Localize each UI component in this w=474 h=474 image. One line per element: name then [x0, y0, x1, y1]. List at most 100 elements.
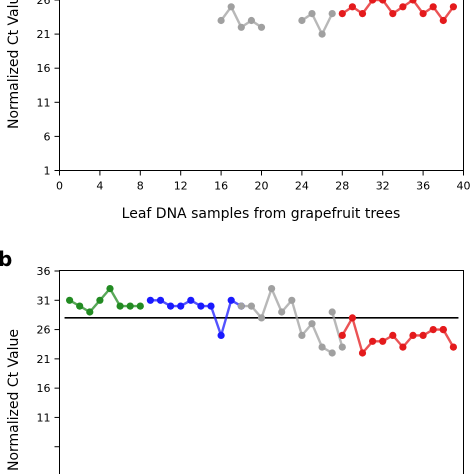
panel-b-data-point	[328, 349, 336, 357]
panel-a-data-point	[237, 23, 245, 31]
panel-b-letter: b	[0, 247, 12, 271]
panel-b-data-point	[86, 308, 94, 316]
panel-a-data-point	[429, 3, 437, 11]
panel-a-xtick-label: 4	[96, 180, 103, 193]
panel-a-ytick-label: 16	[37, 62, 51, 75]
panel-a-data-point	[308, 10, 316, 18]
panel-b-data-point	[379, 337, 387, 345]
panel-b-data-point	[66, 296, 74, 304]
panel-b-ytick-label: 36	[37, 265, 51, 278]
panel-b-data-point	[217, 331, 225, 339]
panel-a-ytick-label: 11	[37, 96, 51, 109]
panel-a-data-point	[217, 16, 225, 25]
panel-b-data-point	[156, 296, 165, 304]
panel-b-data-point	[449, 343, 457, 351]
panel-a-xtick-label: 40	[457, 180, 471, 193]
panel-b-data-point	[207, 302, 215, 310]
panel-b-data-point	[439, 326, 447, 334]
panel-a-ytick-label: 21	[37, 28, 51, 41]
panel-b-data-point	[187, 296, 195, 304]
panel-b-data-point	[409, 331, 417, 339]
panel-b-marks	[64, 285, 459, 357]
panel-b: b 11 16 21 26 31 36 Normalized Ct Value	[0, 247, 464, 474]
panel-b-data-point	[328, 308, 336, 316]
panel-a-data-point	[328, 10, 336, 18]
panel-b-data-point	[429, 326, 437, 334]
panel-b-series-line	[150, 299, 242, 337]
panel-b-data-point	[338, 331, 346, 339]
panel-b-data-point	[308, 320, 316, 328]
panel-a-xtick-label: 32	[376, 180, 390, 193]
panel-b-data-point	[298, 331, 306, 339]
panel-a-data-point	[419, 10, 427, 18]
panel-a-ytick-label: 26	[37, 0, 51, 7]
panel-b-data-point	[318, 343, 326, 351]
panel-b-data-point	[136, 302, 144, 310]
panel-b-data-point	[197, 302, 205, 310]
panel-b-data-point	[419, 331, 427, 339]
panel-a-data-point	[449, 3, 457, 11]
panel-a-xtick-label: 16	[214, 180, 228, 193]
panel-b-data-point	[237, 302, 245, 310]
panel-b-ticks: 11 16 21 26 31 36	[37, 265, 60, 448]
panel-b-data-point	[227, 296, 235, 304]
panel-b-ytick-label: 31	[37, 294, 51, 307]
panel-a-xlabel: Leaf DNA samples from grapefruit trees	[122, 206, 401, 222]
panel-a-xtick-label: 24	[295, 180, 309, 193]
panel-a-ytick-label: 6	[44, 130, 51, 143]
panel-b-data-point	[348, 314, 356, 322]
panel-b-ytick-label: 16	[37, 382, 51, 395]
panel-b-data-point	[106, 285, 114, 293]
panel-b-data-point	[177, 302, 185, 310]
panel-a-data-point	[257, 23, 266, 31]
panel-a-ylabel: Normalized Ct Value	[6, 0, 22, 129]
panel-b-ytick-label: 11	[37, 411, 51, 424]
panel-b-data-point	[116, 302, 124, 310]
panel-a-data-point	[389, 10, 397, 18]
panel-a-data-point	[348, 3, 356, 11]
panel-b-ytick-label: 21	[37, 353, 51, 366]
panel-b-data-point	[358, 349, 367, 357]
panel-a-xtick-label: 28	[335, 180, 349, 193]
panel-a-data-point	[399, 3, 407, 11]
panel-b-data-point	[126, 302, 134, 310]
panel-b-data-point	[399, 343, 407, 351]
panel-b-data-point	[146, 296, 154, 304]
panel-a-data-point	[318, 30, 326, 38]
panel-a-data-point	[338, 10, 346, 18]
panel-b-series-line	[241, 287, 333, 355]
panel-b-data-point	[338, 343, 346, 351]
panel-b-data-point	[369, 337, 377, 345]
panel-a-data-point	[379, 0, 387, 4]
panel-b-data-point	[96, 296, 104, 304]
panel-a-data-point	[358, 10, 367, 18]
panel-a-data-point	[227, 3, 235, 11]
panel-b-series-line	[331, 311, 344, 348]
panel-a-ytick-label: 1	[44, 165, 51, 178]
panel-b-data-point	[167, 302, 175, 310]
panel-b-ytick-label: 26	[37, 324, 51, 337]
panel-b-ylabel: Normalized Ct Value	[6, 329, 22, 471]
panel-b-data-point	[288, 296, 296, 304]
panel-b-data-point	[268, 285, 276, 293]
panel-b-data-point	[247, 302, 255, 310]
panel-b-data-point	[76, 302, 84, 310]
panel-b-data-point	[257, 314, 266, 322]
panel-a-xtick-label: 8	[137, 180, 144, 193]
panel-a-data-point	[247, 16, 255, 25]
panel-b-data-point	[278, 308, 286, 316]
panel-a-marks	[217, 0, 457, 38]
panel-a-data-point	[369, 0, 377, 4]
panel-a-xtick-label: 36	[416, 180, 430, 193]
panel-a-series-line	[301, 12, 334, 36]
panel-b-axes-frame	[59, 270, 464, 474]
panel-b-data-point	[389, 331, 397, 339]
panel-a-data-point	[439, 16, 447, 25]
panel-a-series-line	[341, 0, 455, 22]
panel-a-xtick-label: 12	[174, 180, 188, 193]
panel-a-xtick-label: 0	[56, 180, 63, 193]
panel-a-xtick-label: 20	[255, 180, 269, 193]
panel-a-data-point	[409, 0, 417, 4]
